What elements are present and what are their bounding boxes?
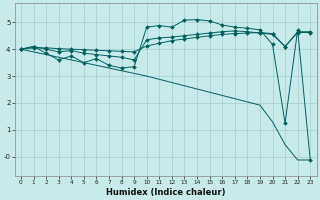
X-axis label: Humidex (Indice chaleur): Humidex (Indice chaleur) — [106, 188, 225, 197]
